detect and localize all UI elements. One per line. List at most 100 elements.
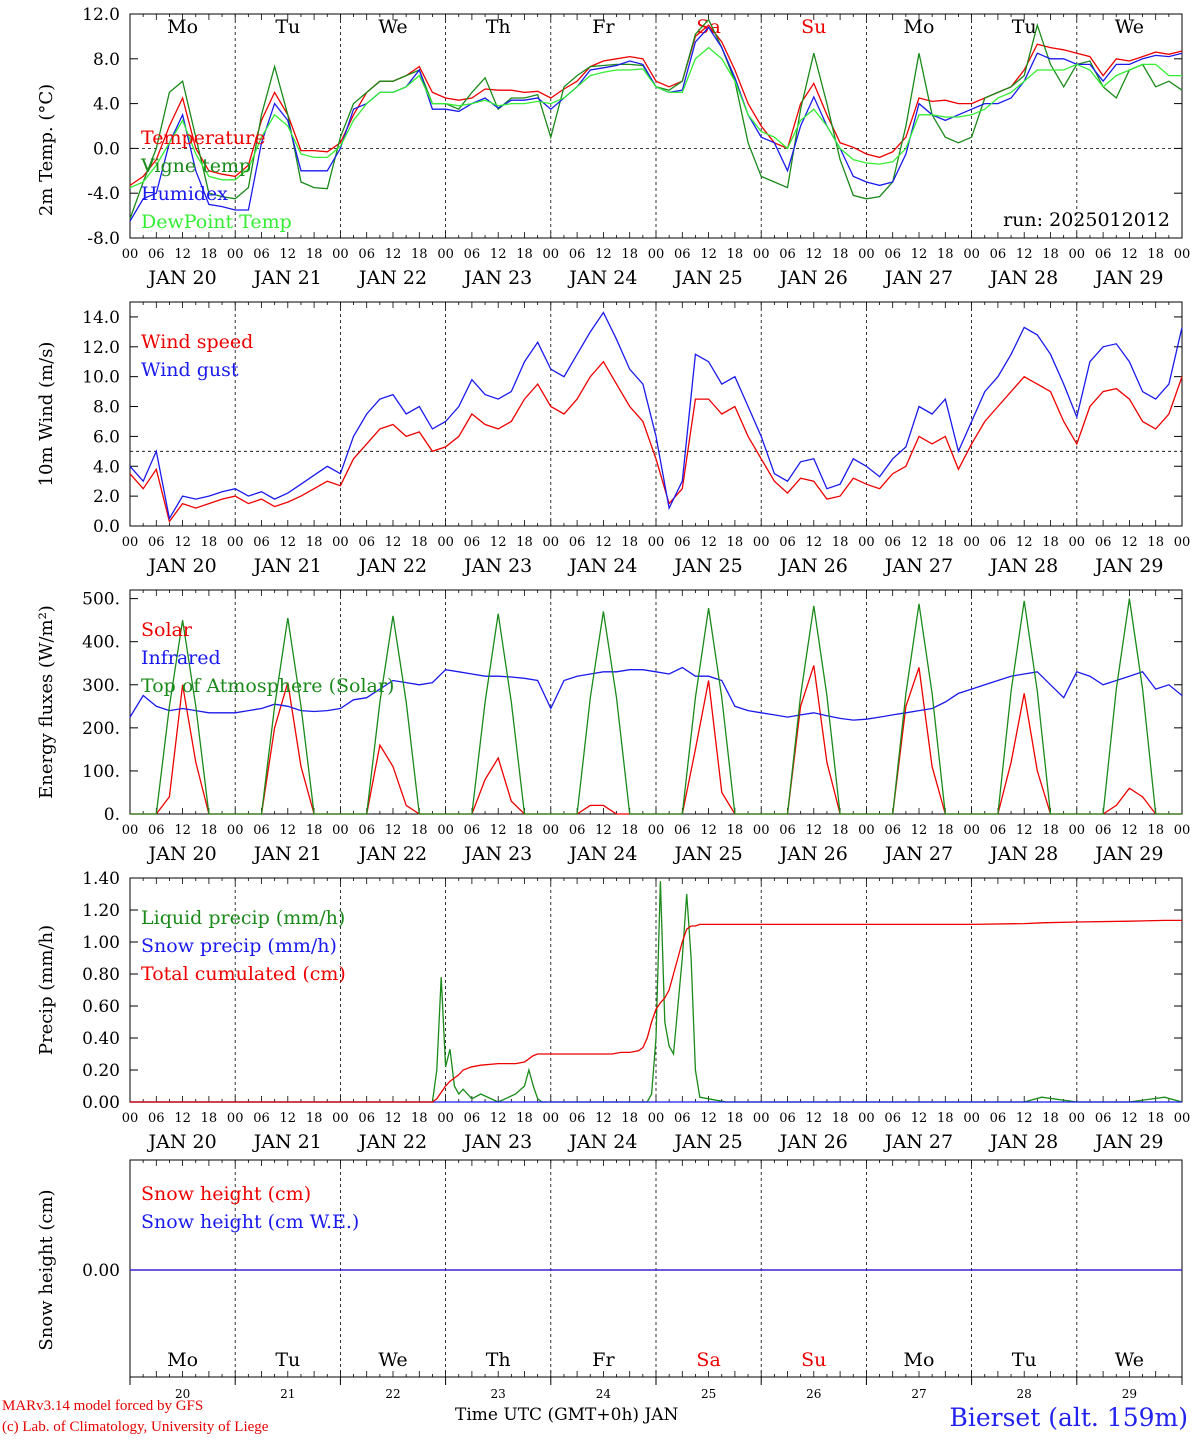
day-label: JAN 28	[988, 843, 1058, 865]
day-label: JAN 22	[357, 555, 427, 577]
hour-tick-label: 12	[490, 1111, 507, 1126]
date-label: 29	[1122, 1387, 1137, 1401]
day-label: JAN 27	[883, 1131, 953, 1153]
day-label: JAN 28	[988, 1131, 1058, 1153]
day-label: JAN 20	[147, 843, 217, 865]
day-label: JAN 24	[567, 267, 637, 289]
y-tick-label: 100.	[82, 762, 120, 782]
date-label: 28	[1017, 1387, 1032, 1401]
hour-tick-label: 12	[280, 823, 297, 838]
hour-tick-label: 00	[227, 247, 244, 262]
day-label: JAN 25	[673, 1131, 743, 1153]
hour-tick-label: 06	[569, 1111, 586, 1126]
hour-tick-label: 00	[858, 823, 875, 838]
hour-tick-label: 00	[227, 535, 244, 550]
hour-tick-label: 18	[1042, 1111, 1059, 1126]
y-tick-label: 10.0	[82, 368, 120, 388]
weekday-label: Tu	[1012, 16, 1037, 38]
hour-tick-label: 06	[674, 1111, 691, 1126]
hour-tick-label: 00	[648, 247, 665, 262]
hour-tick-label: 06	[779, 247, 796, 262]
hour-tick-label: 00	[753, 247, 770, 262]
hour-tick-label: 00	[1174, 1111, 1191, 1126]
y-tick-label: 14.0	[82, 308, 120, 328]
x-axis-title: Time UTC (GMT+0h) JAN	[455, 1405, 679, 1425]
hour-tick-label: 18	[306, 1111, 323, 1126]
hour-tick-label: 12	[174, 1111, 191, 1126]
legend-entry: Temperature	[141, 127, 265, 149]
hour-tick-label: 18	[306, 823, 323, 838]
y-tick-label: 200.	[82, 719, 120, 739]
hour-tick-label: 12	[911, 823, 928, 838]
y-tick-label: 6.0	[93, 427, 120, 447]
weekday-label: Fr	[592, 1349, 615, 1371]
hour-tick-label: 18	[411, 823, 428, 838]
hour-tick-label: 18	[832, 535, 849, 550]
hour-tick-label: 06	[253, 247, 270, 262]
y-axis-label: 2m Temp. (°C)	[36, 84, 57, 216]
hour-tick-label: 00	[963, 1111, 980, 1126]
hour-tick-label: 00	[543, 1111, 560, 1126]
hour-tick-label: 06	[1095, 823, 1112, 838]
hour-tick-label: 12	[385, 535, 402, 550]
day-label: JAN 28	[988, 555, 1058, 577]
hour-tick-label: 00	[543, 247, 560, 262]
weekday-label: Tu	[275, 1349, 300, 1371]
date-label: 25	[701, 1387, 716, 1401]
run-annotation: run: 2025012012	[1003, 209, 1170, 231]
y-tick-label: 0.0	[93, 517, 120, 537]
hour-tick-label: 12	[700, 823, 717, 838]
legend-entry: Vigne temp	[140, 155, 251, 177]
hour-tick-label: 18	[727, 1111, 744, 1126]
weekday-label: Tu	[275, 16, 300, 38]
date-label: 21	[280, 1387, 295, 1401]
hour-tick-label: 06	[779, 535, 796, 550]
hour-tick-label: 06	[148, 247, 165, 262]
weekday-label: Th	[486, 1349, 511, 1371]
hour-tick-label: 12	[700, 247, 717, 262]
y-tick-label: 1.20	[82, 901, 120, 921]
weekday-label: We	[378, 16, 407, 38]
hour-tick-label: 00	[332, 823, 349, 838]
date-label: 27	[911, 1387, 926, 1401]
hour-tick-label: 06	[779, 1111, 796, 1126]
date-label: 26	[806, 1387, 821, 1401]
weekday-label: We	[1115, 16, 1144, 38]
hour-tick-label: 12	[806, 247, 823, 262]
hour-tick-label: 00	[437, 823, 454, 838]
hour-tick-label: 18	[832, 247, 849, 262]
hour-tick-label: 12	[1121, 535, 1138, 550]
legend-entry: DewPoint Temp	[141, 211, 292, 233]
hour-tick-label: 06	[464, 1111, 481, 1126]
day-label: JAN 24	[567, 555, 637, 577]
weekday-label: Su	[801, 1349, 826, 1371]
series-line-wind-gust	[129, 311, 1183, 521]
hour-tick-label: 00	[648, 823, 665, 838]
hour-tick-label: 12	[385, 247, 402, 262]
hour-tick-label: 18	[516, 535, 533, 550]
hour-tick-label: 18	[832, 1111, 849, 1126]
hour-tick-label: 06	[884, 1111, 901, 1126]
hour-tick-label: 18	[727, 535, 744, 550]
hour-tick-label: 00	[332, 1111, 349, 1126]
legend-entry: Snow precip (mm/h)	[141, 935, 337, 957]
day-label: JAN 26	[778, 843, 848, 865]
day-label: JAN 29	[1093, 267, 1163, 289]
day-label: JAN 26	[778, 1131, 848, 1153]
hour-tick-label: 12	[174, 247, 191, 262]
legend-entry: Top of Atmosphere (Solar)	[141, 675, 394, 697]
plot-frame-flux	[129, 589, 1183, 815]
hour-tick-label: 18	[937, 535, 954, 550]
hour-tick-label: 12	[595, 823, 612, 838]
day-label: JAN 23	[462, 843, 532, 865]
hour-tick-label: 18	[1147, 247, 1164, 262]
y-tick-label: 0.20	[82, 1061, 120, 1081]
day-label: JAN 29	[1093, 843, 1163, 865]
hour-tick-label: 00	[858, 247, 875, 262]
hour-tick-label: 06	[674, 535, 691, 550]
day-label: JAN 29	[1093, 1131, 1163, 1153]
hour-tick-label: 00	[437, 535, 454, 550]
hour-tick-label: 00	[1069, 1111, 1086, 1126]
hour-tick-label: 06	[1095, 1111, 1112, 1126]
hour-tick-label: 12	[385, 823, 402, 838]
